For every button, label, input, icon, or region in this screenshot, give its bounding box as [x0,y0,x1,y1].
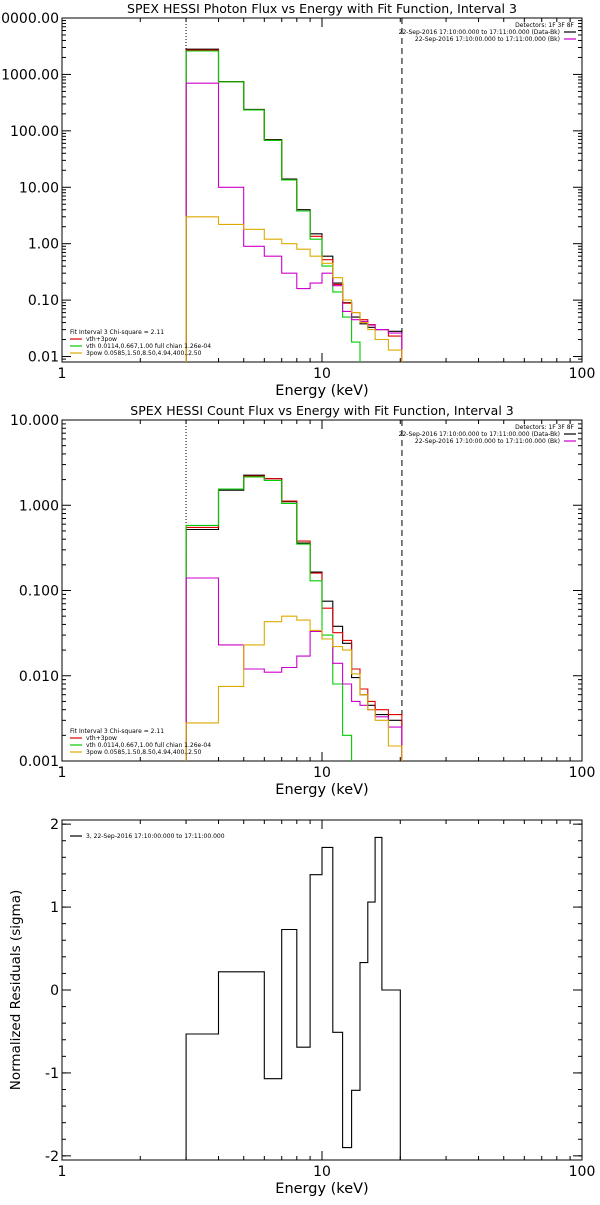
chart-panel-1: SPEX HESSI Photon Flux vs Energy with Fi… [0,1,595,399]
chart-title: SPEX HESSI Count Flux vs Energy with Fit… [130,403,513,418]
y-tick-label: -1 [45,1066,59,1082]
fit-entry: vth 0.0114,0.667,1.00 full chian 1.26e-0… [86,742,211,749]
x-tick-label: 1 [58,366,67,382]
x-tick-label: 1 [58,765,67,781]
x-tick-label: 100 [569,366,596,382]
y-tick-label: 1.00 [28,237,59,253]
series-line-5 [185,615,403,761]
legend-fit: Fit Interval 3 Chi-square = 2.11vth+3pow… [70,728,211,756]
y-tick-label: 0.01 [28,350,59,366]
x-tick-label: 10 [313,1164,331,1180]
series-line-1 [185,836,401,1160]
y-tick-label: 1 [50,900,59,916]
x-tick-label: 10 [313,765,331,781]
series-line-4 [185,82,403,362]
series-line-2 [185,475,403,761]
series-line-1 [185,474,403,761]
series-line-5 [185,216,403,362]
x-axis-label: Energy (keV) [275,383,368,399]
legend-entry: 22-Sep-2016 17:10:00.000 to 17:11:00.000… [415,36,560,43]
fit-entry: 3pow 0.0585,1.50,8.50,4.94,400.,2.50 [86,749,202,756]
series-line-4 [185,577,403,761]
legend-fit: Fit Interval 3 Chi-square = 2.11vth+3pow… [70,329,211,357]
series-line-3 [185,476,403,761]
legend-header: Detectors: 1F 3F 8F [515,424,574,431]
fit-entry: 3pow 0.0585,1.50,8.50,4.94,400.,2.50 [86,350,202,357]
x-axis-label: Energy (keV) [275,1181,368,1197]
series-line-3 [185,50,403,362]
x-tick-label: 100 [569,1164,596,1180]
y-tick-label: 1000.00 [1,67,59,83]
fit-header: Fit Interval 3 Chi-square = 2.11 [70,728,164,735]
legend-residuals: 3, 22-Sep-2016 17:10:00.000 to 17:11:00.… [70,833,225,840]
y-tick-label: -2 [45,1149,59,1165]
fit-entry: vth+3pow [86,336,117,343]
y-axis-label: Normalized Residuals (sigma) [8,890,24,1091]
x-tick-label: 1 [58,1164,67,1180]
y-tick-label: 0.001 [19,754,59,770]
legend-entry: 22-Sep-2016 17:10:00.000 to 17:11:00.000… [415,438,560,445]
y-tick-label: 10.00 [19,180,59,196]
chart-panel-3: 1 10 100 -2 -1 0 1 2 Energy (keV) Normalized Resi… [8,817,595,1197]
x-tick-label: 100 [569,765,596,781]
y-tick-label: 2 [50,817,59,833]
chart-panel-2: SPEX HESSI Count Flux vs Energy with Fit… [10,403,595,798]
y-tick-label: 10000.00 [0,11,59,27]
legend-entry: 3, 22-Sep-2016 17:10:00.000 to 17:11:00.… [86,833,225,840]
plot-frame [61,17,583,363]
x-axis-label: Energy (keV) [275,782,368,798]
legend-header: Detectors: 1F 3F 8F [515,22,574,29]
y-tick-label: 0.100 [19,584,59,600]
fit-entry: vth 0.0114,0.667,1.00 full chian 1.26e-0… [86,343,211,350]
legend-entry: 22-Sep-2016 17:10:00.000 to 17:11:00.000… [399,29,560,36]
fit-header: Fit Interval 3 Chi-square = 2.11 [70,329,164,336]
legend-entry: 22-Sep-2016 17:10:00.000 to 17:11:00.000… [399,431,560,438]
fit-entry: vth+3pow [86,735,117,742]
y-tick-label: 0.010 [19,669,59,685]
series-group [185,474,403,761]
series-group [185,836,401,1160]
y-tick-label: 100.00 [10,124,59,140]
series-group [185,48,403,362]
y-tick-label: 1.000 [19,498,59,514]
y-tick-label: 10.000 [10,413,59,429]
y-tick-label: 0 [50,983,59,999]
y-tick-label: 0.10 [28,293,59,309]
chart-title: SPEX HESSI Photon Flux vs Energy with Fi… [127,1,517,16]
x-tick-label: 10 [313,366,331,382]
